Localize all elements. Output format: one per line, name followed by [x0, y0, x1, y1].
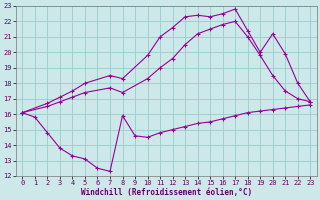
X-axis label: Windchill (Refroidissement éolien,°C): Windchill (Refroidissement éolien,°C): [81, 188, 252, 197]
